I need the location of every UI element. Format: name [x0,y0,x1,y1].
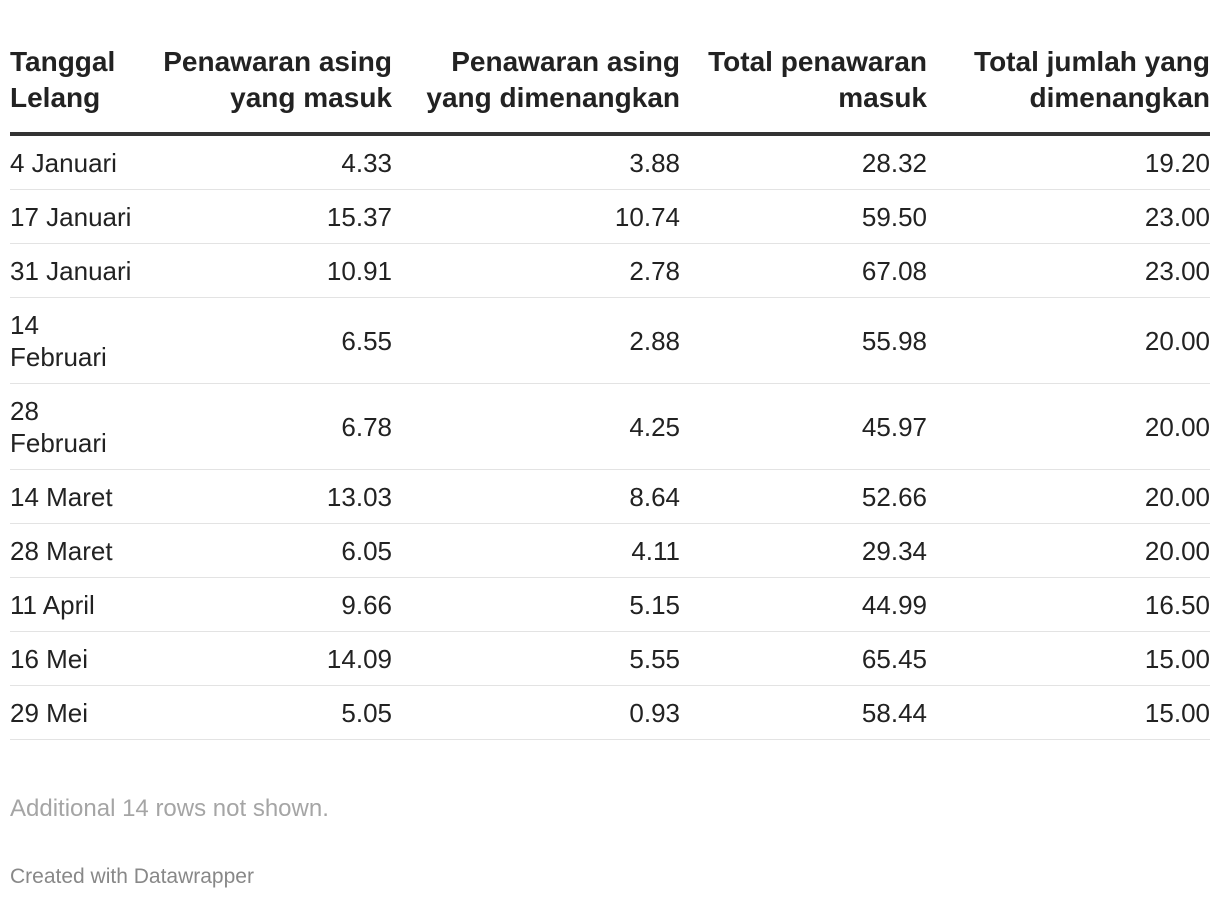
table-cell-value: 0.93 [392,685,680,740]
table-cell-value: 20.00 [927,469,1210,524]
table-cell-value: 4.33 [160,134,392,190]
table-cell-value: 28.32 [680,134,927,190]
table-cell-value: 20.00 [927,383,1210,470]
table-cell-value: 4.11 [392,523,680,578]
table-cell-date: 11 April [10,577,160,632]
table-cell-value: 65.45 [680,631,927,686]
table-cell-value: 3.88 [392,134,680,190]
table-row: 14 Maret 13.03 8.64 52.66 20.00 [10,469,1210,524]
table-cell-value: 67.08 [680,243,927,298]
table-cell-value: 15.00 [927,631,1210,686]
table-cell-value: 4.25 [392,383,680,470]
table-cell-date: 14 Maret [10,469,160,524]
table-cell-value: 45.97 [680,383,927,470]
table-cell-value: 23.00 [927,189,1210,244]
data-table: Tanggal Lelang Penawaran asing yang masu… [10,0,1210,740]
table-cell-value: 20.00 [927,297,1210,384]
table-row: 4 Januari 4.33 3.88 28.32 19.20 [10,134,1210,190]
table-cell-value: 10.91 [160,243,392,298]
table-cell-value: 5.05 [160,685,392,740]
table-cell-value: 29.34 [680,523,927,578]
table-cell-date: 31 Januari [10,243,160,298]
table-row: 28 Maret 6.05 4.11 29.34 20.00 [10,523,1210,578]
data-table-container: Tanggal Lelang Penawaran asing yang masu… [10,0,1210,740]
table-row: 28 Februari 6.78 4.25 45.97 20.00 [10,383,1210,470]
table-cell-value: 23.00 [927,243,1210,298]
table-cell-value: 2.88 [392,297,680,384]
table-cell-value: 16.50 [927,577,1210,632]
table-cell-value: 5.15 [392,577,680,632]
table-cell-value: 6.78 [160,383,392,470]
table-cell-date: 28 Maret [10,523,160,578]
table-cell-value: 6.55 [160,297,392,384]
table-cell-value: 13.03 [160,469,392,524]
table-row: 14 Februari 6.55 2.88 55.98 20.00 [10,297,1210,384]
table-cell-value: 2.78 [392,243,680,298]
table-cell-value: 14.09 [160,631,392,686]
table-row: 16 Mei 14.09 5.55 65.45 15.00 [10,631,1210,686]
table-row: 29 Mei 5.05 0.93 58.44 15.00 [10,685,1210,740]
table-cell-value: 8.64 [392,469,680,524]
table-cell-date: 4 Januari [10,134,160,190]
datawrapper-credit: Created with Datawrapper [10,865,254,888]
table-cell-value: 55.98 [680,297,927,384]
table-cell-value: 9.66 [160,577,392,632]
table-row: 11 April 9.66 5.15 44.99 16.50 [10,577,1210,632]
table-cell-value: 52.66 [680,469,927,524]
table-cell-value: 19.20 [927,134,1210,190]
table-cell-value: 59.50 [680,189,927,244]
rows-not-shown-note: Additional 14 rows not shown. [10,795,329,822]
table-cell-value: 15.37 [160,189,392,244]
table-row: 31 Januari 10.91 2.78 67.08 23.00 [10,243,1210,298]
table-body: 4 Januari 4.33 3.88 28.32 19.20 17 Januari 15.… [10,134,1210,740]
table-cell-value: 15.00 [927,685,1210,740]
table-cell-value: 20.00 [927,523,1210,578]
table-cell-value: 44.99 [680,577,927,632]
table-cell-date: 14 Februari [10,297,160,384]
column-header-penawaran-asing-dimenangkan[interactable]: Penawaran asing yang dimenangkan [392,0,680,136]
table-row: 17 Januari 15.37 10.74 59.50 23.00 [10,189,1210,244]
table-cell-value: 5.55 [392,631,680,686]
column-header-total-penawaran-masuk[interactable]: Total penawaran masuk [680,0,927,136]
table-cell-value: 6.05 [160,523,392,578]
table-header-row: Tanggal Lelang Penawaran asing yang masu… [10,0,1210,136]
table-cell-date: 29 Mei [10,685,160,740]
column-header-tanggal-lelang[interactable]: Tanggal Lelang [10,0,160,136]
table-cell-date: 16 Mei [10,631,160,686]
table-cell-date: 28 Februari [10,383,160,470]
table-cell-value: 58.44 [680,685,927,740]
column-header-penawaran-asing-masuk[interactable]: Penawaran asing yang masuk [160,0,392,136]
column-header-total-jumlah-dimenangkan[interactable]: Total jumlah yang dimenangkan [927,0,1210,136]
table-cell-value: 10.74 [392,189,680,244]
table-cell-date: 17 Januari [10,189,160,244]
